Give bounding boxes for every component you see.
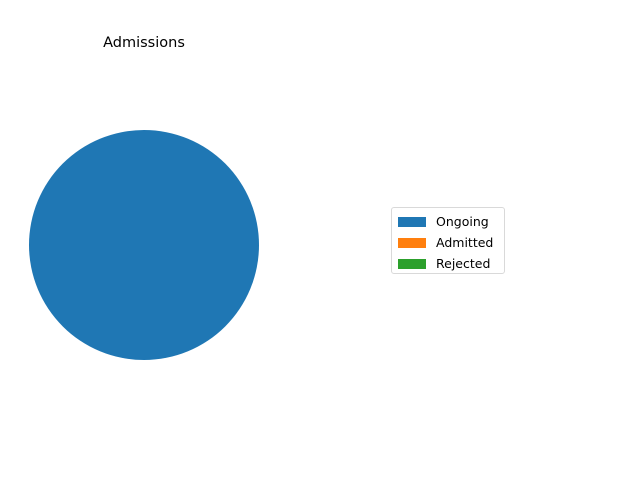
legend-swatch-rejected xyxy=(398,258,426,269)
chart-title: Admissions xyxy=(103,35,185,51)
legend-label-ongoing: Ongoing xyxy=(436,214,489,229)
legend-item-ongoing: Ongoing xyxy=(398,211,498,232)
legend-label-rejected: Rejected xyxy=(436,256,491,271)
legend-item-admitted: Admitted xyxy=(398,232,498,253)
legend-label-admitted: Admitted xyxy=(436,235,494,250)
legend-swatch-admitted xyxy=(398,237,426,248)
pie-slice-ongoing xyxy=(29,130,259,360)
legend-item-rejected: Rejected xyxy=(398,253,498,274)
legend: Ongoing Admitted Rejected xyxy=(391,207,505,274)
legend-swatch-ongoing xyxy=(398,216,426,227)
